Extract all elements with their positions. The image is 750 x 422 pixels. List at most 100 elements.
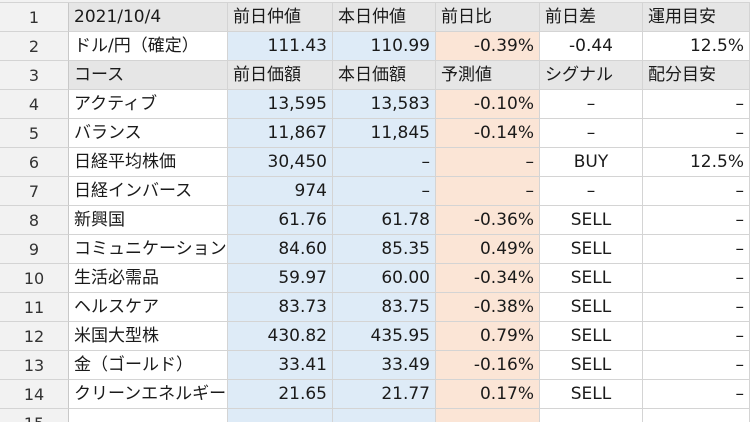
cell-signal[interactable]: 前日差 [540, 3, 643, 32]
cell-allocation[interactable]: 配分目安 [643, 61, 750, 90]
cell-allocation[interactable]: 12.5% [643, 32, 750, 61]
cell-course-name[interactable]: クリーンエネルギー [69, 380, 228, 409]
cell-allocation[interactable]: – [643, 206, 750, 235]
cell-course-name[interactable]: 米国大型株 [69, 322, 228, 351]
cell-allocation[interactable]: 12.5% [643, 148, 750, 177]
cell-signal[interactable]: SELL [540, 264, 643, 293]
cell-today-value[interactable]: – [333, 177, 436, 206]
cell-course-name[interactable]: 日経インバース [69, 177, 228, 206]
cell-forecast[interactable]: -0.38% [436, 293, 540, 322]
cell-today-value[interactable] [333, 409, 436, 422]
cell-course-name[interactable] [69, 409, 228, 422]
cell-course-name[interactable]: 生活必需品 [69, 264, 228, 293]
cell-signal[interactable] [540, 409, 643, 422]
cell-signal[interactable]: – [540, 90, 643, 119]
cell-course-name[interactable]: 日経平均株価 [69, 148, 228, 177]
cell-prev-value[interactable] [228, 409, 333, 422]
cell-prev-value[interactable]: 前日価額 [228, 61, 333, 90]
cell-signal[interactable]: SELL [540, 380, 643, 409]
cell-today-value[interactable]: 85.35 [333, 235, 436, 264]
row-header-8[interactable]: 8 [0, 206, 69, 235]
cell-allocation[interactable]: – [643, 119, 750, 148]
cell-today-value[interactable]: 83.75 [333, 293, 436, 322]
row-header-9[interactable]: 9 [0, 235, 69, 264]
cell-prev-value[interactable]: 前日仲値 [228, 3, 333, 32]
cell-course-name[interactable]: アクティブ [69, 90, 228, 119]
cell-forecast[interactable]: -0.16% [436, 351, 540, 380]
cell-today-value[interactable]: 13,583 [333, 90, 436, 119]
cell-allocation[interactable]: – [643, 90, 750, 119]
row-header-13[interactable]: 13 [0, 351, 69, 380]
cell-course-name[interactable]: 金（ゴールド） [69, 351, 228, 380]
row-header-4[interactable]: 4 [0, 90, 69, 119]
cell-forecast[interactable]: -0.39% [436, 32, 540, 61]
cell-today-value[interactable]: 本日価額 [333, 61, 436, 90]
cell-prev-value[interactable]: 13,595 [228, 90, 333, 119]
row-header-6[interactable]: 6 [0, 148, 69, 177]
cell-signal[interactable]: SELL [540, 235, 643, 264]
cell-signal[interactable]: SELL [540, 293, 643, 322]
cell-course-name[interactable]: ヘルスケア [69, 293, 228, 322]
cell-course-name[interactable]: ドル/円（確定） [69, 32, 228, 61]
cell-forecast[interactable]: -0.34% [436, 264, 540, 293]
cell-course-name[interactable]: コース [69, 61, 228, 90]
row-header-7[interactable]: 7 [0, 177, 69, 206]
cell-prev-value[interactable]: 11,867 [228, 119, 333, 148]
row-header-1[interactable]: 1 [0, 3, 69, 32]
cell-forecast[interactable]: -0.14% [436, 119, 540, 148]
cell-allocation[interactable]: – [643, 351, 750, 380]
row-header-15[interactable]: 15 [0, 409, 69, 422]
cell-forecast[interactable] [436, 409, 540, 422]
cell-today-value[interactable]: 21.77 [333, 380, 436, 409]
cell-prev-value[interactable]: 84.60 [228, 235, 333, 264]
cell-prev-value[interactable]: 430.82 [228, 322, 333, 351]
cell-today-value[interactable]: 本日仲値 [333, 3, 436, 32]
cell-forecast[interactable]: – [436, 177, 540, 206]
cell-forecast[interactable]: -0.36% [436, 206, 540, 235]
cell-today-value[interactable]: 110.99 [333, 32, 436, 61]
cell-today-value[interactable]: 60.00 [333, 264, 436, 293]
row-header-3[interactable]: 3 [0, 61, 69, 90]
cell-allocation[interactable]: – [643, 322, 750, 351]
cell-today-value[interactable]: – [333, 148, 436, 177]
cell-signal[interactable]: SELL [540, 322, 643, 351]
cell-forecast[interactable]: 0.17% [436, 380, 540, 409]
cell-forecast[interactable]: -0.10% [436, 90, 540, 119]
row-header-2[interactable]: 2 [0, 32, 69, 61]
cell-signal[interactable]: BUY [540, 148, 643, 177]
cell-signal[interactable]: – [540, 119, 643, 148]
cell-prev-value[interactable]: 33.41 [228, 351, 333, 380]
cell-today-value[interactable]: 61.78 [333, 206, 436, 235]
cell-forecast[interactable]: 0.79% [436, 322, 540, 351]
cell-prev-value[interactable]: 111.43 [228, 32, 333, 61]
cell-allocation[interactable]: – [643, 235, 750, 264]
cell-course-name[interactable]: バランス [69, 119, 228, 148]
cell-prev-value[interactable]: 30,450 [228, 148, 333, 177]
row-header-10[interactable]: 10 [0, 264, 69, 293]
cell-forecast[interactable]: – [436, 148, 540, 177]
cell-allocation[interactable]: – [643, 264, 750, 293]
cell-allocation[interactable]: – [643, 293, 750, 322]
cell-today-value[interactable]: 33.49 [333, 351, 436, 380]
cell-prev-value[interactable]: 83.73 [228, 293, 333, 322]
cell-course-name[interactable]: コミュニケーション [69, 235, 228, 264]
row-header-11[interactable]: 11 [0, 293, 69, 322]
cell-signal[interactable]: – [540, 177, 643, 206]
row-header-12[interactable]: 12 [0, 322, 69, 351]
cell-prev-value[interactable]: 21.65 [228, 380, 333, 409]
cell-signal[interactable]: SELL [540, 351, 643, 380]
cell-allocation[interactable]: 運用目安 [643, 3, 750, 32]
cell-today-value[interactable]: 11,845 [333, 119, 436, 148]
cell-prev-value[interactable]: 61.76 [228, 206, 333, 235]
cell-signal[interactable]: SELL [540, 206, 643, 235]
cell-course-name[interactable]: 2021/10/4 [69, 3, 228, 32]
cell-forecast[interactable]: 予測値 [436, 61, 540, 90]
cell-prev-value[interactable]: 59.97 [228, 264, 333, 293]
cell-signal[interactable]: -0.44 [540, 32, 643, 61]
cell-allocation[interactable]: – [643, 177, 750, 206]
cell-course-name[interactable]: 新興国 [69, 206, 228, 235]
row-header-5[interactable]: 5 [0, 119, 69, 148]
cell-forecast[interactable]: 0.49% [436, 235, 540, 264]
cell-allocation[interactable]: – [643, 380, 750, 409]
row-header-14[interactable]: 14 [0, 380, 69, 409]
